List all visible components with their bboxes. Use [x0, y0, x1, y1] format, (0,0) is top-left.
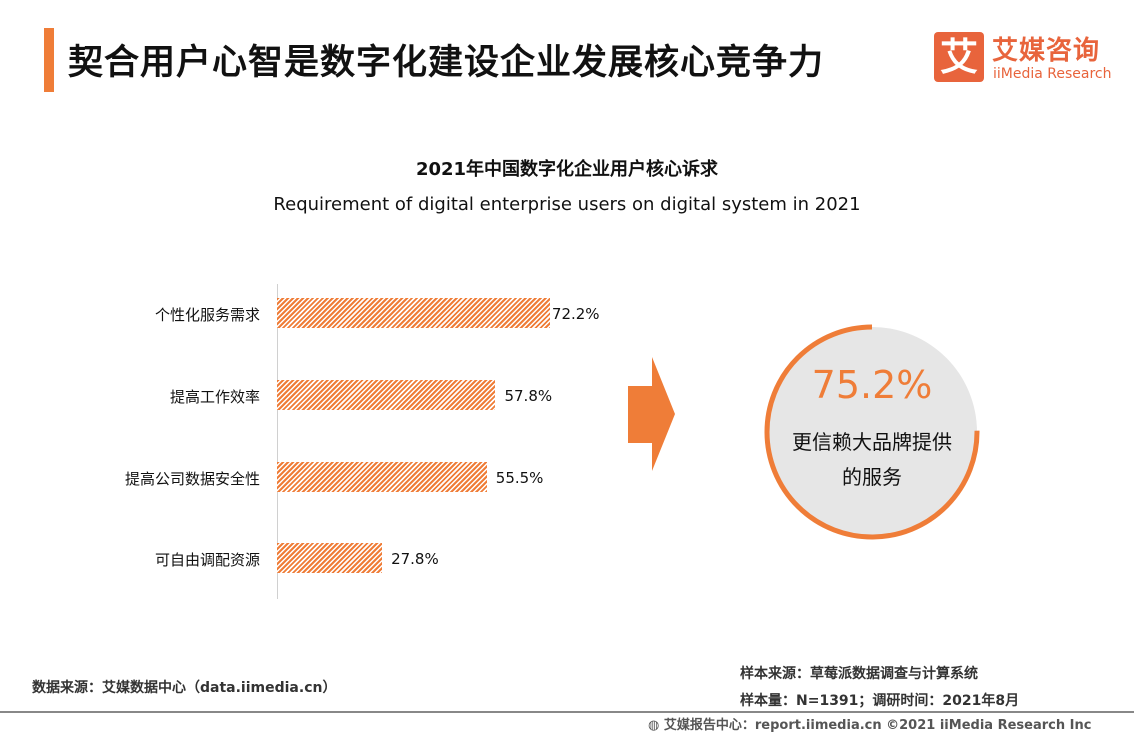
title-accent-bar: [44, 28, 54, 92]
category-label: 提高工作效率: [169, 388, 260, 406]
highlight-value: 75.2%: [811, 363, 933, 407]
donut-background: [767, 327, 977, 537]
highlight-text: 更信赖大品牌提供的服务: [792, 430, 952, 489]
logo-icon: 艾: [934, 32, 984, 82]
data-label: 55.5%: [495, 469, 544, 487]
copyright: ◍ 艾媒报告中心：report.iimedia.cn ©2021 iiMedia…: [648, 714, 1091, 733]
donut-arc: [764, 324, 980, 540]
category-label: 提高公司数据安全性: [124, 470, 260, 488]
arrow-right-icon: [628, 357, 675, 471]
chart-subtitle: Requirement of digital enterprise users …: [273, 194, 861, 215]
highlight-donut: [764, 324, 980, 540]
category-label: 可自由调配资源: [154, 551, 260, 569]
y-axis-line: [277, 284, 278, 599]
data-label: 27.8%: [391, 550, 439, 568]
logo-en: iiMedia Research: [993, 66, 1112, 82]
chart-title: 2021年中国数字化企业用户核心诉求: [415, 159, 719, 180]
footer-divider: [0, 711, 1134, 713]
category-label: 个性化服务需求: [154, 306, 260, 324]
data-source: 数据来源：艾媒数据中心（data.iimedia.cn）: [32, 680, 337, 696]
sample-size: 样本量：N=1391；调研时间：2021年8月: [740, 693, 1020, 709]
data-label: 57.8%: [504, 387, 553, 405]
bar: [277, 543, 383, 573]
data-label: 72.2%: [551, 305, 600, 323]
sample-source: 样本来源：草莓派数据调查与计算系统: [740, 666, 978, 682]
globe-icon: ◍: [648, 718, 664, 733]
logo-cn: 艾媒咨询: [992, 36, 1101, 66]
page-title: 契合用户心智是数字化建设企业发展核心竞争力: [68, 43, 825, 83]
bar: [277, 380, 496, 410]
bar: [277, 298, 550, 328]
copyright-text: 艾媒报告中心：report.iimedia.cn ©2021 iiMedia R…: [663, 718, 1092, 733]
bar: [277, 462, 487, 492]
